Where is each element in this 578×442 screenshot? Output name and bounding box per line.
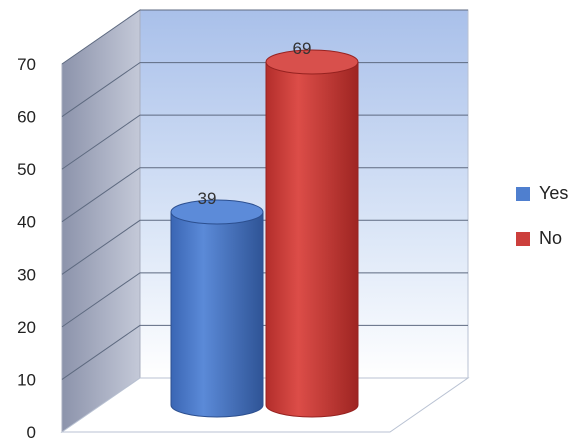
floor	[60, 377, 470, 433]
side-wall	[61, 9, 141, 433]
legend: Yes No	[516, 183, 568, 248]
bar-no	[265, 49, 359, 418]
y-tick-label: 0	[27, 423, 36, 442]
y-tick-label: 10	[17, 370, 36, 389]
gridline	[61, 324, 468, 380]
legend-label: No	[539, 228, 562, 248]
gridline	[61, 272, 468, 328]
y-tick-label: 70	[17, 55, 36, 74]
bar-top	[265, 49, 359, 75]
legend-swatch	[516, 232, 530, 246]
y-tick-label: 30	[17, 265, 36, 284]
legend-label: Yes	[539, 183, 568, 203]
bar-yes	[170, 199, 264, 418]
legend-swatch	[516, 187, 530, 201]
bars	[170, 49, 359, 418]
data-labels: 39 69	[198, 39, 312, 208]
y-tick-label: 40	[17, 213, 36, 232]
y-axis-ticks: 0 10 20 30 40 50 60 70	[17, 55, 36, 442]
y-tick-label: 60	[17, 108, 36, 127]
gridlines	[61, 9, 468, 380]
gridline	[61, 114, 468, 170]
gridline	[61, 219, 468, 275]
y-tick-label: 20	[17, 318, 36, 337]
bar-top	[170, 199, 264, 225]
data-label: 39	[198, 189, 217, 208]
y-tick-label: 50	[17, 160, 36, 179]
bar-body	[265, 61, 359, 418]
gridline	[61, 9, 468, 65]
gridline	[61, 167, 468, 223]
data-label: 69	[293, 39, 312, 58]
bar-body	[170, 211, 264, 418]
gridline	[61, 62, 468, 117]
